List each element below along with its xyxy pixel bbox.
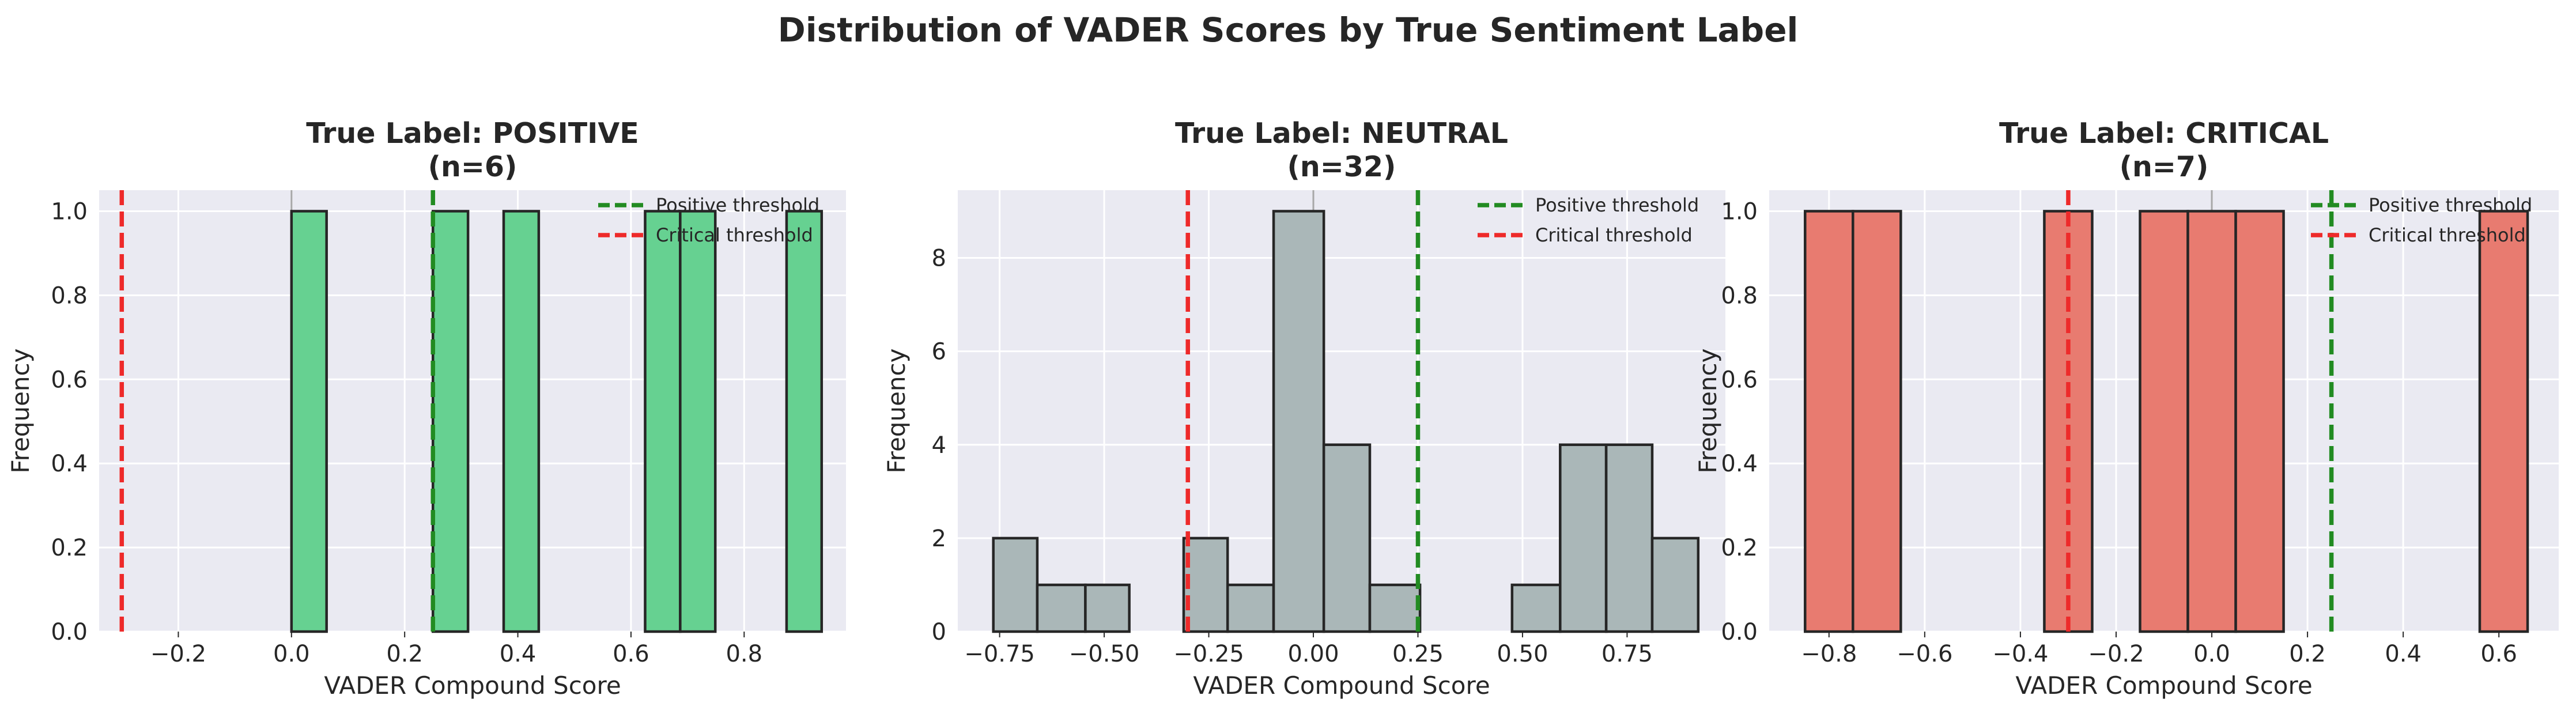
panel-subtitle: (n=6) [428, 150, 518, 183]
panel-2: −0.75 −0.50 −0.25 0.00 0.25 0.50 0.75 0 2 4 6 8 VADE… [882, 117, 1725, 700]
histogram-bar [1368, 583, 1422, 633]
x-tick-label: −0.25 [1173, 641, 1244, 667]
y-tick-label: 8 [932, 245, 946, 272]
legend-label: Critical threshold [656, 224, 813, 246]
y-tick-label: 1.0 [51, 198, 88, 225]
x-tick-label: −0.2 [2088, 641, 2144, 667]
x-axis-label: VADER Compound Score [324, 671, 621, 700]
histogram-bar [1650, 537, 1700, 633]
histogram-bar [1272, 210, 1325, 633]
histogram-bar [644, 210, 682, 633]
x-tick-label: 0.00 [1287, 641, 1339, 667]
y-tick-label: 6 [932, 339, 946, 365]
y-tick-label: 0.6 [51, 367, 88, 393]
y-tick-label: 0.2 [51, 535, 88, 561]
panel-title: True Label: NEUTRAL [1175, 117, 1508, 150]
y-tick-label: 1.0 [1721, 198, 1758, 225]
histogram-bar [1322, 443, 1372, 633]
histogram-bar [1604, 443, 1654, 633]
x-tick-label: 0.6 [2480, 641, 2517, 667]
panel-title: True Label: CRITICAL [1999, 117, 2329, 150]
histogram-bar [502, 210, 541, 633]
histogram-bar [2186, 210, 2237, 633]
x-tick-label: 0.0 [273, 641, 310, 667]
x-tick-label: 0.25 [1392, 641, 1444, 667]
y-tick-label: 0.8 [1721, 282, 1758, 309]
y-axis-label: Frequency [6, 349, 35, 474]
panel-title: True Label: POSITIVE [306, 117, 639, 150]
panel-subtitle: (n=7) [2120, 150, 2209, 183]
histogram-bar [992, 537, 1039, 633]
histogram-bar [679, 210, 717, 633]
y-tick-label: 0.0 [51, 619, 88, 645]
x-tick-label: 0.6 [613, 641, 649, 667]
legend: Positive threshold Critical threshold [2311, 194, 2532, 246]
x-axis-label: VADER Compound Score [1193, 671, 1490, 700]
y-tick-label: 0.0 [1721, 619, 1758, 645]
histogram-bar [1226, 583, 1275, 633]
histogram-bar [2234, 210, 2285, 633]
x-tick-label: −0.6 [1897, 641, 1952, 667]
histogram-bar [2478, 210, 2529, 633]
histogram-bar [1036, 583, 1087, 633]
legend-label: Positive threshold [2369, 194, 2532, 216]
histogram-bar [785, 210, 824, 633]
y-tick-label: 0.4 [51, 451, 88, 477]
figure-title: Distribution of VADER Scores by True Sen… [777, 10, 1799, 50]
x-tick-label: 0.2 [386, 641, 423, 667]
histogram-bar [290, 210, 328, 633]
histogram-bar [1852, 210, 1902, 633]
x-tick-label: 0.8 [726, 641, 762, 667]
histogram-bar [1510, 583, 1562, 633]
panel-3: −0.8 −0.6 −0.4 −0.2 0.0 0.2 0.4 0.6 0.0 0.2 0.4 0.6… [1694, 117, 2559, 700]
legend-label: Positive threshold [1535, 194, 1699, 216]
histogram-bar [2043, 210, 2094, 633]
legend-label: Positive threshold [656, 194, 819, 216]
y-axis-label: Frequency [882, 349, 911, 474]
histogram-bar [1559, 443, 1608, 633]
legend: Positive threshold Critical threshold [598, 194, 819, 246]
plot-background [99, 190, 846, 632]
y-tick-label: 2 [932, 526, 946, 552]
histogram-bar [1084, 583, 1131, 633]
legend: Positive threshold Critical threshold [1478, 194, 1699, 246]
x-tick-label: −0.50 [1069, 641, 1140, 667]
y-tick-label: 0.6 [1721, 367, 1758, 393]
x-axis-label: VADER Compound Score [2015, 671, 2312, 700]
histogram-bar [1182, 537, 1229, 633]
panel-subtitle: (n=32) [1287, 150, 1396, 183]
x-tick-label: 0.2 [2289, 641, 2326, 667]
legend-label: Critical threshold [1535, 224, 1693, 246]
x-tick-label: −0.2 [150, 641, 206, 667]
histogram-bar [432, 210, 470, 633]
legend-label: Critical threshold [2369, 224, 2526, 246]
histogram-bar [1804, 210, 1854, 633]
x-tick-label: 0.0 [2193, 641, 2230, 667]
y-tick-label: 0 [932, 619, 946, 645]
y-axis-label: Frequency [1694, 349, 1722, 474]
x-tick-label: −0.75 [964, 641, 1035, 667]
y-tick-label: 4 [932, 432, 946, 459]
y-tick-label: 0.4 [1721, 451, 1758, 477]
x-tick-label: 0.4 [2385, 641, 2422, 667]
y-tick-label: 0.8 [51, 282, 88, 309]
panel-1: −0.2 0.0 0.2 0.4 0.6 0.8 0.0 0.2 0.4 0.6 0.8 1.0 VAD… [6, 117, 846, 700]
x-tick-label: −0.8 [1801, 641, 1857, 667]
x-tick-label: 0.75 [1601, 641, 1653, 667]
histogram-bar [2139, 210, 2189, 633]
x-tick-label: −0.4 [1992, 641, 2048, 667]
x-tick-label: 0.4 [500, 641, 537, 667]
x-tick-label: 0.50 [1497, 641, 1548, 667]
y-tick-label: 0.2 [1721, 535, 1758, 561]
